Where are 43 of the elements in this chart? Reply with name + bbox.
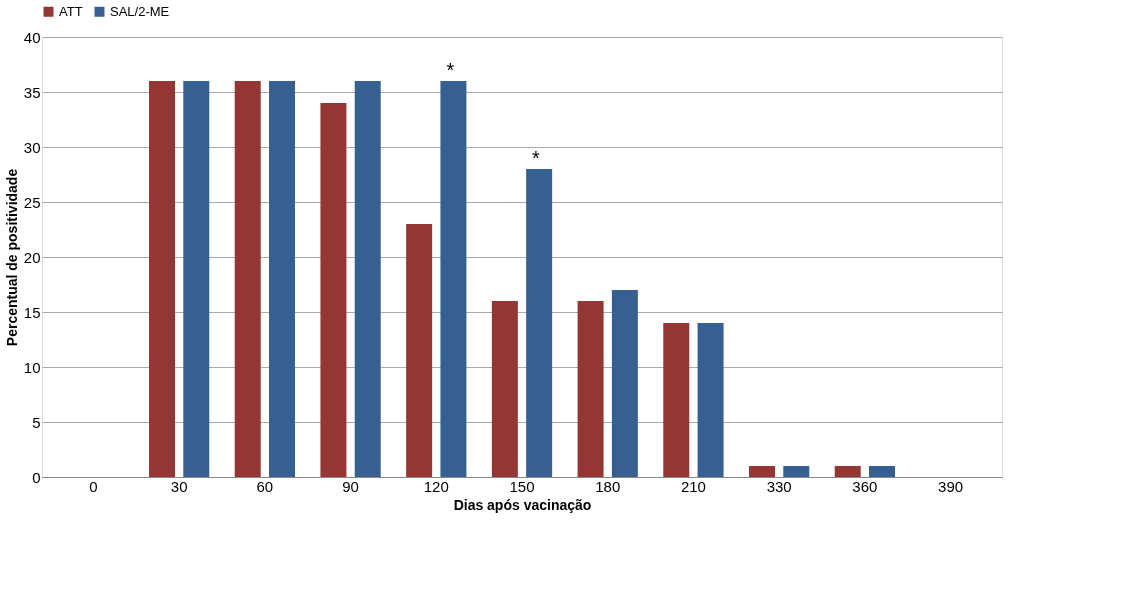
legend-label: SAL/2-ME (110, 3, 170, 19)
y-tick-label: 35 (23, 83, 41, 101)
y-axis-title: Percentual de positividade (3, 168, 20, 347)
x-tick-label: 360 (852, 477, 878, 495)
x-axis-title: Dias após vacinação (453, 496, 592, 513)
bar (491, 301, 518, 477)
bar (440, 81, 467, 477)
x-tick-label: 60 (256, 477, 274, 495)
annotation: * (532, 147, 541, 169)
bar (526, 169, 553, 477)
bar (697, 323, 724, 477)
y-tick-label: 5 (32, 413, 41, 431)
bar (577, 301, 604, 477)
bar (149, 81, 175, 477)
x-tick-label: 180 (595, 477, 621, 495)
x-tick-label: 330 (766, 477, 792, 495)
bar (663, 323, 690, 477)
bar (749, 466, 775, 477)
bar (834, 466, 861, 477)
y-tick-label: 15 (23, 303, 41, 321)
bar (783, 466, 810, 477)
x-tick-label: 30 (170, 477, 188, 495)
legend-label: ATT (59, 3, 83, 19)
y-tick-label: 30 (23, 138, 41, 156)
x-tick-label: 390 (938, 477, 964, 495)
x-tick-label: 210 (680, 477, 706, 495)
y-tick-label: 40 (23, 28, 41, 46)
bar (269, 81, 295, 477)
x-tick-label: 90 (342, 477, 359, 495)
x-tick-label: 120 (423, 477, 449, 495)
y-tick-label: 10 (23, 358, 41, 376)
x-tick-label: 150 (509, 477, 535, 495)
bar (183, 81, 210, 477)
bar (354, 81, 381, 477)
bar (234, 81, 261, 477)
y-tick-label: 20 (23, 248, 41, 266)
bar (406, 224, 433, 477)
bar (869, 466, 895, 477)
x-tick-label: 0 (89, 477, 98, 495)
bar (611, 290, 638, 477)
bar (320, 103, 347, 477)
annotation: * (446, 59, 455, 81)
y-tick-label: 25 (23, 193, 41, 211)
